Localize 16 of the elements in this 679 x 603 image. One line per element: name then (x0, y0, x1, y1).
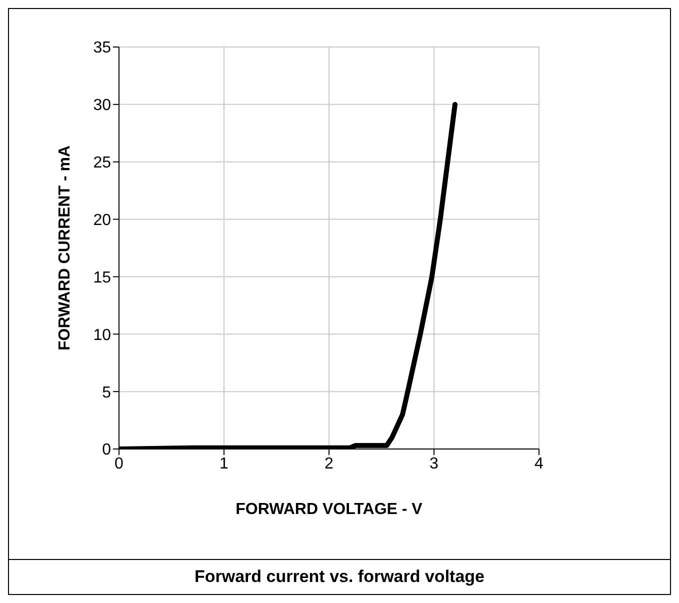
x-tick-label: 0 (114, 455, 124, 472)
y-tick-label: 25 (93, 154, 112, 172)
y-axis-title: FORWARD CURRENT - mA (56, 145, 74, 351)
x-tick-label: 3 (430, 455, 439, 472)
y-tick-label: 15 (93, 269, 112, 286)
y-tick-label: 5 (102, 384, 112, 402)
y-tick-label: 30 (93, 97, 112, 114)
y-tick-label: 10 (93, 326, 112, 344)
x-tick-label: 2 (324, 455, 334, 472)
text: Forward current vs. forward voltage (9, 559, 670, 594)
x-tick-label: 4 (534, 455, 544, 472)
y-tick-label: 0 (102, 442, 112, 459)
x-axis-title: FORWARD VOLTAGE - V (236, 501, 423, 518)
y-tick-label: 35 (93, 40, 112, 57)
y-tick-label: 20 (93, 212, 112, 229)
x-tick-label: 1 (220, 455, 229, 472)
